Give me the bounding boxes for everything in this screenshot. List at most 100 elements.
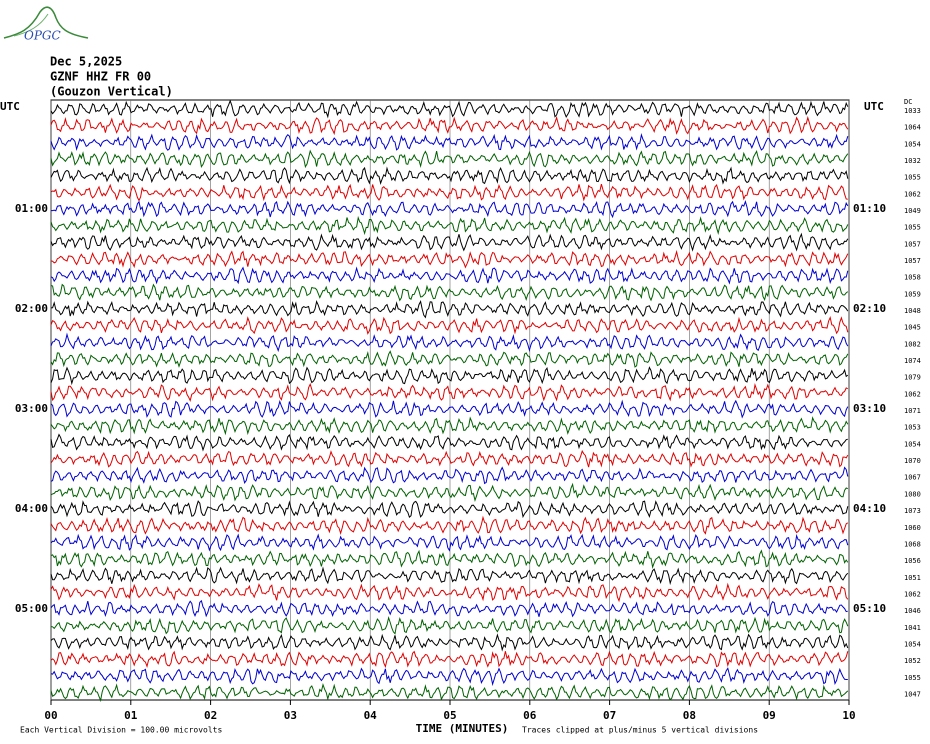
trace [50,399,849,419]
trace [50,232,849,252]
trace [50,115,849,136]
left-time-label: 01:00 [15,202,48,215]
x-tick-label: 10 [842,709,855,722]
dc-value: 1056 [904,557,921,565]
dc-value: 1071 [904,407,921,415]
dc-value: 1070 [904,457,921,465]
trace [50,533,849,552]
dc-value: 1067 [904,474,921,482]
trace [50,350,849,368]
dc-value: 1046 [904,607,921,615]
logo-text: OPGC [24,29,61,43]
dc-value: 1062 [904,590,921,598]
left-axis-title: UTC [0,100,20,113]
trace [50,215,849,236]
dc-value: 1059 [904,290,921,298]
dc-value: 1079 [904,374,921,382]
dc-value: 1033 [904,107,921,115]
location: (Gouzon Vertical) [50,85,173,99]
trace [50,366,849,386]
station: GZNF HHZ FR 00 [50,70,151,84]
dc-value: 1074 [904,357,921,365]
dc-value: 1054 [904,140,921,148]
trace [50,332,849,353]
dc-value: 1057 [904,257,921,265]
trace [50,132,849,152]
dc-value: 1073 [904,507,921,515]
x-tick-label: 05 [443,709,456,722]
x-tick-label: 07 [603,709,616,722]
trace [50,682,849,703]
trace [50,549,849,570]
right-axis-title: UTC [864,100,884,113]
grid [50,99,850,705]
trace [50,667,848,687]
dc-value: 1055 [904,224,921,232]
trace [50,599,848,618]
dc-value: 1060 [904,524,921,532]
trace [50,316,849,335]
dc-value: 1047 [904,690,921,698]
x-axis-title: TIME (MINUTES) [416,722,509,735]
dc-value: 1053 [904,424,921,432]
trace [50,416,849,436]
trace [50,650,849,669]
trace [50,149,849,169]
right-time-label: 03:10 [853,402,886,415]
trace [50,515,849,536]
x-tick-label: 01 [124,709,138,722]
dc-value: 1041 [904,624,921,632]
x-tick-label: 04 [364,709,378,722]
trace [50,382,849,402]
dc-value: 1054 [904,640,921,648]
right-time-label: 04:10 [853,502,886,515]
right-time-label: 05:10 [853,602,886,615]
trace [50,582,849,603]
trace [50,433,848,452]
dc-value: 1080 [904,490,921,498]
dc-value: 1045 [904,324,921,332]
right-time-label: 01:10 [853,202,886,215]
logo: OPGC [3,6,89,43]
x-tick-label: 03 [284,709,297,722]
trace [50,482,848,502]
x-tick-label: 09 [763,709,776,722]
dc-value: 1049 [904,207,921,215]
dc-value: 1054 [904,440,921,448]
trace [50,266,849,285]
trace [50,500,849,519]
traces [50,99,849,703]
left-time-label: 02:00 [15,302,48,315]
dc-value: 1051 [904,574,921,582]
dc-value: 1057 [904,240,921,248]
labels: 00 01 02 03 04 05 06 07 08 09 10 1033 1064 1054 1032 10… [15,107,921,722]
dc-value: 1058 [904,274,921,282]
right-time-label: 02:10 [853,302,886,315]
x-tick-label: 00 [44,709,57,722]
trace [50,283,849,302]
dc-value: 1055 [904,674,921,682]
trace [51,199,849,219]
trace [50,166,849,185]
dc-value: 1068 [904,540,921,548]
dc-title: DC [904,98,912,106]
dc-value: 1032 [904,157,921,165]
trace [50,449,849,468]
dc-value: 1082 [904,340,921,348]
scale-note: Each Vertical Division = 100.00 microvol… [20,726,222,735]
trace [50,183,848,202]
x-tick-label: 02 [204,709,217,722]
x-tick-label: 06 [523,709,537,722]
dc-value: 1064 [904,124,921,132]
trace [50,300,849,319]
left-time-label: 04:00 [15,502,48,515]
clip-note: Traces clipped at plus/minus 5 vertical … [522,726,758,735]
trace [50,466,849,485]
trace [50,99,849,119]
trace [50,566,849,586]
trace [50,249,849,269]
dc-value: 1062 [904,190,921,198]
dc-value: 1052 [904,657,921,665]
date: Dec 5,2025 [50,55,122,69]
